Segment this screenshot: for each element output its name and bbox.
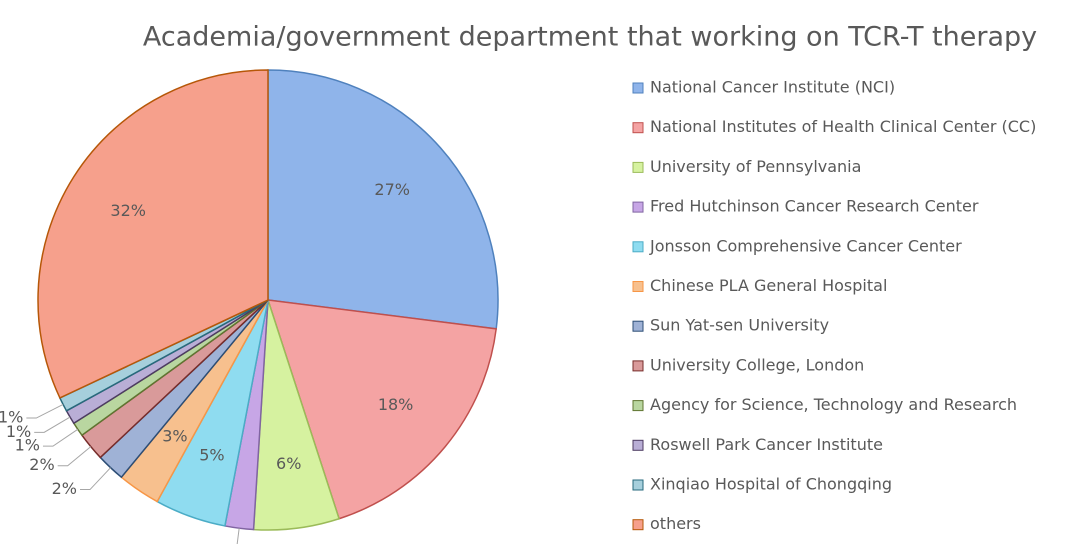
leader-line xyxy=(236,528,240,548)
data-label: 1% xyxy=(0,408,23,427)
data-label: 27% xyxy=(374,180,410,199)
legend-swatch xyxy=(632,281,644,292)
legend-swatch xyxy=(632,82,644,94)
data-label: 3% xyxy=(162,426,187,445)
legend-label: Chinese PLA General Hospital xyxy=(650,276,887,295)
legend-label: others xyxy=(650,514,701,533)
legend-swatch xyxy=(632,122,644,134)
chart-title: Academia/government department that work… xyxy=(143,22,1037,53)
legend-swatch xyxy=(632,241,644,253)
leader-line xyxy=(34,416,71,433)
legend-swatch xyxy=(632,320,644,332)
legend-swatch xyxy=(632,360,644,372)
data-label: 6% xyxy=(276,454,301,473)
legend-label: National Cancer Institute (NCI) xyxy=(650,78,895,97)
data-label: 1% xyxy=(15,436,40,455)
legend-label: National Institutes of Health Clinical C… xyxy=(650,117,1036,136)
legend-label: Sun Yat-sen University xyxy=(650,316,829,335)
data-label: 2% xyxy=(29,455,54,474)
legend-swatch xyxy=(632,400,644,412)
legend-swatch xyxy=(632,519,644,531)
pie-slice xyxy=(266,299,498,520)
leader-line xyxy=(80,467,111,491)
legend-label: Fred Hutchinson Cancer Research Center xyxy=(650,197,979,216)
leader-line xyxy=(42,428,79,447)
legend-swatch xyxy=(632,439,644,451)
pie-slice xyxy=(37,69,269,399)
legend-label: University College, London xyxy=(650,355,864,374)
data-label: 2% xyxy=(52,479,77,498)
legend-label: Jonsson Comprehensive Cancer Center xyxy=(649,236,962,255)
legend-label: Xinqiao Hospital of Chongqing xyxy=(650,475,892,494)
data-label: 1% xyxy=(6,422,31,441)
data-label: 18% xyxy=(378,395,414,414)
pie-slice xyxy=(267,69,499,330)
legend-label: Roswell Park Cancer Institute xyxy=(650,435,883,454)
data-label: 5% xyxy=(199,445,224,464)
data-label: 32% xyxy=(110,201,146,220)
legend-swatch xyxy=(632,161,644,173)
legend-label: University of Pennsylvania xyxy=(650,157,861,176)
legend-swatch xyxy=(632,201,644,213)
leader-line xyxy=(57,446,92,467)
leader-line xyxy=(26,403,64,419)
legend-swatch xyxy=(632,479,644,491)
legend-label: Agency for Science, Technology and Resea… xyxy=(650,395,1017,414)
